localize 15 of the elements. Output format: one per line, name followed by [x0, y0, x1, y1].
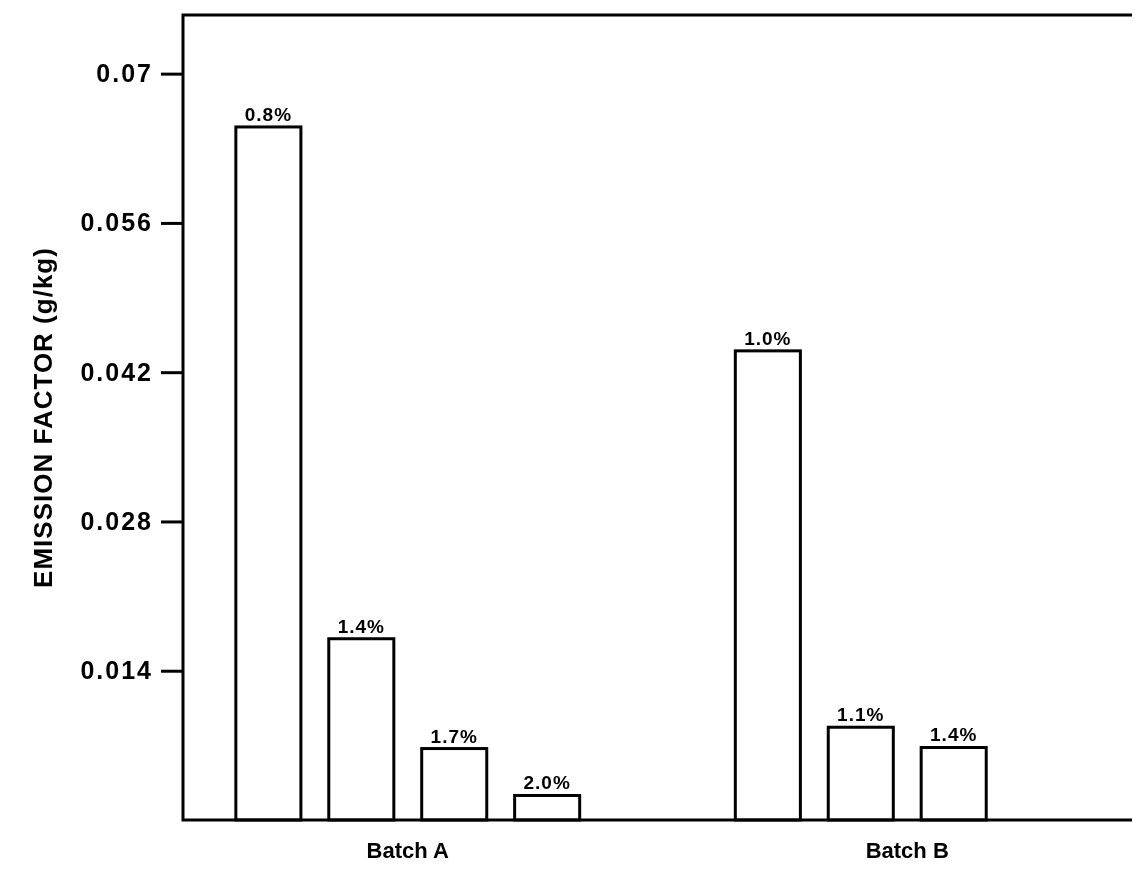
y-tick-label: 0.014 [80, 656, 153, 685]
series-label: 2.0% [523, 772, 571, 794]
y-axis-title: EMISSION FACTOR (g/kg) [28, 247, 58, 588]
x-tick-label: Batch A [366, 837, 450, 863]
y-tick-label: 0.042 [80, 357, 153, 386]
series-label: 1.0% [744, 327, 792, 349]
series-label: 1.1% [837, 704, 885, 726]
series-label: 0.8% [244, 103, 293, 125]
y-tick-label: 0.028 [80, 506, 153, 535]
y-tick-label: 0.07 [96, 59, 153, 88]
series-label: 1.4% [930, 724, 978, 746]
series-label: 1.7% [430, 725, 478, 747]
x-tick-label: Batch B [865, 837, 949, 863]
y-tick-label: 0.056 [80, 208, 153, 237]
series-label: 1.4% [337, 615, 385, 637]
